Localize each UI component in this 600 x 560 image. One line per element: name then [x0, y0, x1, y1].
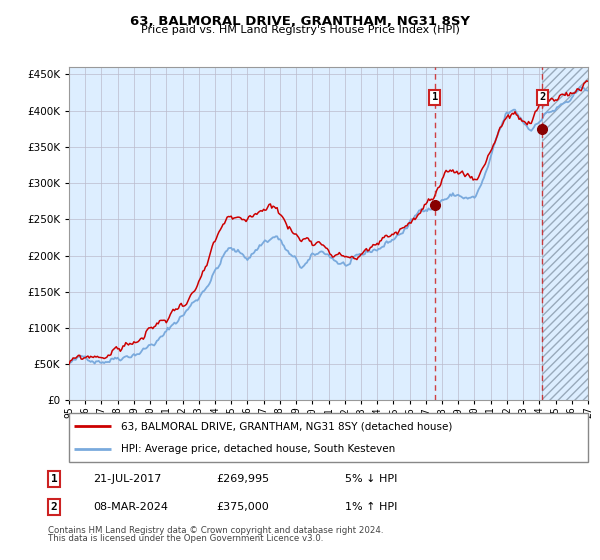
Text: £375,000: £375,000	[216, 502, 269, 512]
Text: 2: 2	[50, 502, 58, 512]
Text: 1: 1	[50, 474, 58, 484]
Text: 5% ↓ HPI: 5% ↓ HPI	[345, 474, 397, 484]
Bar	[542, 67, 588, 400]
Text: 08-MAR-2024: 08-MAR-2024	[93, 502, 168, 512]
Text: Contains HM Land Registry data © Crown copyright and database right 2024.: Contains HM Land Registry data © Crown c…	[48, 526, 383, 535]
Text: HPI: Average price, detached house, South Kesteven: HPI: Average price, detached house, Sout…	[121, 444, 395, 454]
Text: 63, BALMORAL DRIVE, GRANTHAM, NG31 8SY (detached house): 63, BALMORAL DRIVE, GRANTHAM, NG31 8SY (…	[121, 421, 452, 431]
FancyBboxPatch shape	[69, 413, 588, 462]
Text: 1: 1	[431, 92, 438, 102]
Text: 21-JUL-2017: 21-JUL-2017	[93, 474, 161, 484]
Text: 63, BALMORAL DRIVE, GRANTHAM, NG31 8SY: 63, BALMORAL DRIVE, GRANTHAM, NG31 8SY	[130, 15, 470, 27]
Text: Price paid vs. HM Land Registry's House Price Index (HPI): Price paid vs. HM Land Registry's House …	[140, 25, 460, 35]
Text: This data is licensed under the Open Government Licence v3.0.: This data is licensed under the Open Gov…	[48, 534, 323, 543]
Text: £269,995: £269,995	[216, 474, 269, 484]
Bar	[542, 67, 588, 400]
Text: 2: 2	[539, 92, 545, 102]
Text: 1% ↑ HPI: 1% ↑ HPI	[345, 502, 397, 512]
